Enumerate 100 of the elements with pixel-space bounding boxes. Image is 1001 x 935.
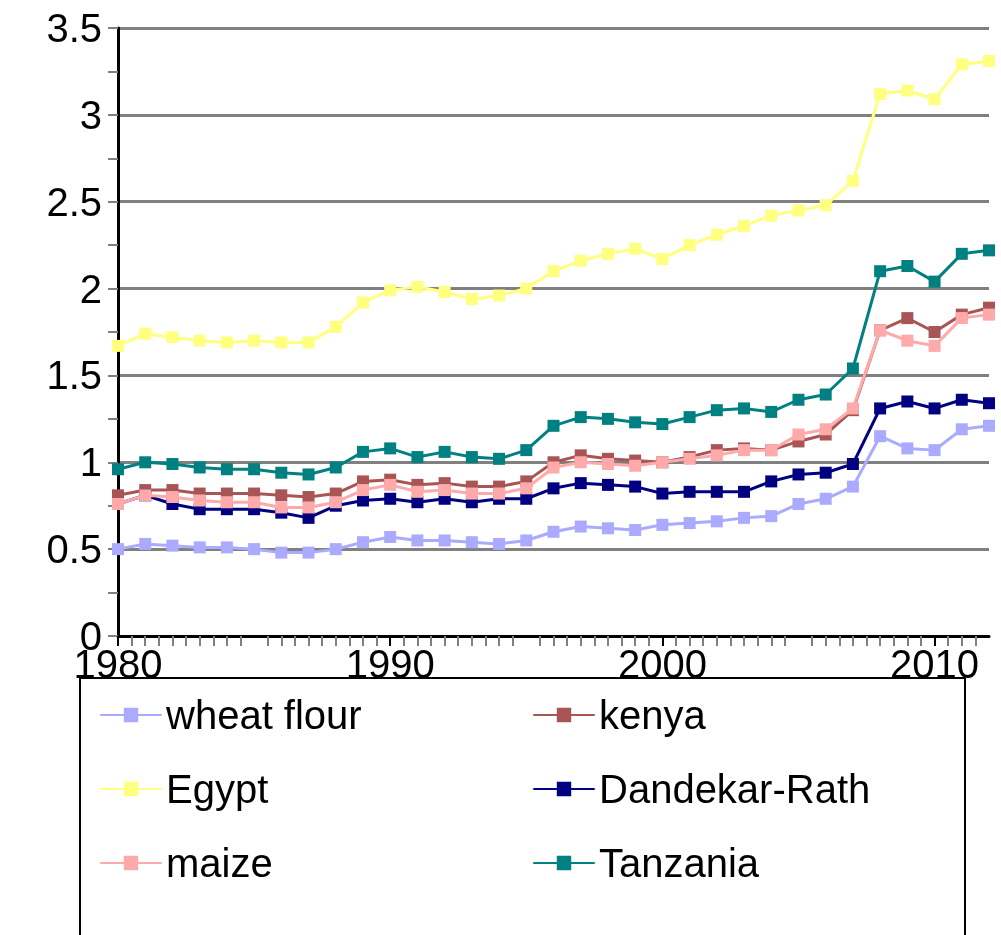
point xyxy=(166,331,179,344)
point xyxy=(601,412,614,425)
point xyxy=(493,487,506,500)
point xyxy=(819,199,832,212)
point xyxy=(520,534,533,547)
point xyxy=(792,428,805,441)
point xyxy=(547,525,560,538)
point xyxy=(438,445,451,458)
point xyxy=(601,247,614,260)
point xyxy=(656,418,669,431)
point xyxy=(928,339,941,352)
point xyxy=(248,334,261,347)
point xyxy=(656,487,669,500)
point xyxy=(139,456,152,469)
point xyxy=(384,284,397,297)
point xyxy=(520,282,533,295)
point xyxy=(710,404,723,417)
point xyxy=(901,442,914,455)
point xyxy=(384,478,397,491)
point xyxy=(411,451,424,464)
point xyxy=(629,242,642,255)
point xyxy=(275,336,288,349)
point xyxy=(220,463,233,476)
point xyxy=(438,484,451,497)
point xyxy=(738,402,751,415)
point xyxy=(819,492,832,505)
point xyxy=(166,491,179,504)
point xyxy=(465,292,478,305)
point xyxy=(874,430,887,443)
legend-label: maize xyxy=(166,841,273,885)
point xyxy=(792,204,805,217)
legend-label: Egypt xyxy=(166,767,269,811)
point xyxy=(493,537,506,550)
point xyxy=(901,312,914,325)
point xyxy=(683,411,696,424)
point xyxy=(356,484,369,497)
point xyxy=(329,543,342,556)
point xyxy=(792,468,805,481)
point xyxy=(955,393,968,406)
point xyxy=(112,543,124,556)
point xyxy=(493,289,506,302)
point xyxy=(901,259,914,272)
point xyxy=(874,88,887,101)
point xyxy=(955,58,968,71)
point xyxy=(411,534,424,547)
point xyxy=(601,522,614,535)
point xyxy=(438,286,451,299)
point xyxy=(166,539,179,552)
x-tick-label: 1990 xyxy=(345,642,435,686)
point xyxy=(547,265,560,278)
point xyxy=(983,244,995,257)
point xyxy=(819,466,832,479)
point xyxy=(193,461,206,474)
point xyxy=(901,334,914,347)
point xyxy=(629,524,642,537)
point xyxy=(275,546,288,559)
point xyxy=(220,336,233,349)
point xyxy=(765,510,778,523)
point xyxy=(574,411,587,424)
point xyxy=(411,485,424,498)
point xyxy=(112,463,124,476)
point xyxy=(738,511,751,524)
y-tick-label: 1.5 xyxy=(46,353,102,398)
point xyxy=(656,518,669,531)
point xyxy=(465,451,478,464)
point xyxy=(601,458,614,471)
point xyxy=(193,494,206,507)
point xyxy=(356,296,369,309)
point xyxy=(356,494,369,507)
point xyxy=(547,482,560,495)
point xyxy=(302,336,315,349)
point xyxy=(738,220,751,233)
point xyxy=(629,416,642,429)
point xyxy=(574,254,587,267)
point xyxy=(683,239,696,252)
point xyxy=(683,485,696,498)
point xyxy=(601,478,614,491)
point xyxy=(955,312,968,325)
point xyxy=(819,423,832,436)
point xyxy=(139,327,152,340)
point xyxy=(220,541,233,554)
point xyxy=(465,487,478,500)
point xyxy=(846,362,859,375)
point xyxy=(166,458,179,471)
point xyxy=(819,388,832,401)
point xyxy=(765,209,778,222)
point xyxy=(928,275,941,288)
point xyxy=(710,485,723,498)
point xyxy=(683,517,696,530)
x-tick-label: 2000 xyxy=(617,642,707,686)
point xyxy=(411,280,424,293)
point xyxy=(302,546,315,559)
point xyxy=(275,466,288,479)
point xyxy=(928,444,941,457)
point xyxy=(520,444,533,457)
legend-label: wheat flour xyxy=(165,693,362,737)
point xyxy=(112,339,124,352)
legend-label: kenya xyxy=(599,693,707,737)
point xyxy=(846,458,859,471)
y-tick-label: 3.5 xyxy=(46,6,102,50)
